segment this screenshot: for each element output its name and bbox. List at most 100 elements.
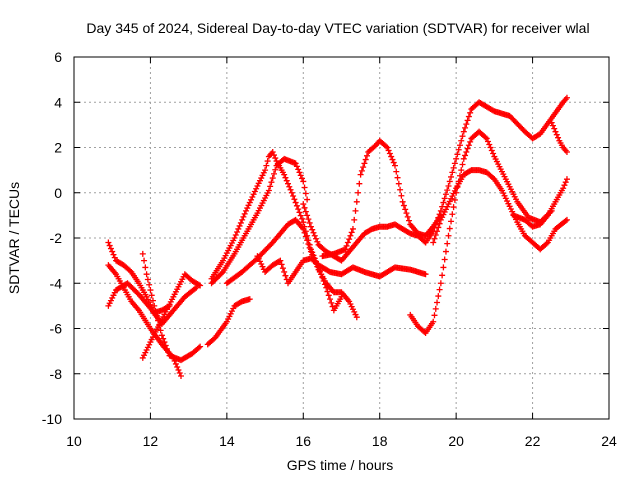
- data-point-marker: [432, 305, 439, 312]
- data-point-marker: [282, 174, 289, 181]
- data-point-marker: [251, 188, 258, 195]
- data-point-marker: [441, 256, 448, 263]
- data-point-marker: [483, 135, 490, 142]
- data-point-marker: [451, 196, 458, 203]
- data-point-marker: [445, 232, 452, 239]
- data-point-marker: [237, 219, 244, 226]
- data-point-marker: [246, 199, 253, 206]
- data-point-marker: [450, 164, 457, 171]
- data-point-marker: [343, 242, 350, 249]
- data-point-marker: [239, 216, 246, 223]
- data-point-marker: [358, 167, 365, 174]
- data-point-marker: [105, 239, 112, 246]
- data-point-marker: [394, 174, 401, 181]
- data-point-marker: [360, 164, 367, 171]
- data-point-marker: [386, 150, 393, 157]
- series-satellite-track-p: [548, 119, 570, 156]
- data-point-marker: [460, 128, 467, 135]
- data-point-marker: [431, 312, 438, 319]
- data-point-marker: [361, 160, 368, 167]
- data-point-marker: [197, 343, 204, 350]
- data-point-marker: [174, 363, 181, 370]
- data-point-marker: [349, 225, 356, 232]
- data-point-marker: [460, 155, 467, 162]
- data-point-marker: [268, 179, 275, 186]
- data-point-marker: [285, 180, 291, 187]
- data-point-marker: [436, 220, 443, 227]
- data-point-marker: [422, 271, 429, 278]
- data-point-marker: [127, 267, 134, 274]
- data-point-marker: [441, 195, 448, 202]
- data-point-marker: [297, 212, 304, 219]
- data-point-marker: [160, 335, 167, 342]
- data-point-marker: [552, 128, 559, 135]
- data-point-marker: [300, 178, 307, 185]
- data-point-marker: [458, 137, 465, 144]
- data-point-marker: [440, 199, 447, 206]
- data-point-marker: [432, 231, 439, 238]
- data-point-marker: [292, 199, 299, 206]
- data-point-marker: [295, 206, 302, 213]
- y-tick-label: 6: [54, 49, 62, 65]
- data-point-marker: [442, 191, 449, 198]
- data-point-marker: [434, 299, 441, 306]
- data-point-marker: [385, 147, 392, 154]
- data-point-marker: [543, 240, 550, 247]
- data-point-marker: [445, 182, 452, 189]
- data-point-marker: [302, 233, 309, 240]
- series-satellite-track-e: [139, 271, 204, 361]
- data-point-marker: [344, 239, 351, 246]
- data-point-marker: [434, 228, 441, 235]
- data-point-marker: [146, 281, 153, 288]
- data-point-marker: [165, 349, 172, 356]
- data-point-marker: [464, 117, 471, 124]
- x-tick-label: 22: [525, 433, 541, 449]
- data-point-marker: [400, 202, 407, 209]
- data-point-marker: [290, 193, 297, 200]
- data-point-marker: [240, 213, 247, 220]
- data-point-marker: [399, 198, 406, 205]
- data-point-marker: [451, 160, 458, 167]
- data-point-marker: [563, 216, 570, 223]
- data-point-marker: [175, 366, 182, 373]
- data-point-marker: [178, 373, 184, 380]
- y-tick-label: 2: [54, 140, 62, 156]
- y-tick-label: -4: [50, 275, 63, 291]
- x-tick-label: 18: [372, 433, 388, 449]
- data-point-marker: [287, 186, 294, 193]
- data-point-marker: [561, 182, 568, 189]
- data-point-marker: [448, 173, 455, 180]
- data-point-marker: [449, 169, 456, 176]
- data-point-marker: [467, 138, 474, 145]
- data-point-marker: [301, 229, 308, 236]
- data-point-marker: [388, 153, 395, 160]
- data-point-marker: [406, 217, 413, 224]
- y-tick-label: 0: [54, 185, 62, 201]
- data-point-marker: [281, 171, 288, 178]
- data-point-marker: [110, 251, 117, 258]
- data-point-marker: [435, 224, 442, 231]
- data-point-marker: [278, 261, 285, 268]
- data-point-marker: [195, 281, 202, 288]
- data-point-marker: [351, 216, 358, 223]
- data-point-marker: [402, 206, 409, 213]
- data-point-marker: [297, 172, 304, 179]
- data-point-marker: [157, 327, 164, 334]
- data-point-marker: [276, 258, 283, 265]
- data-point-marker: [363, 152, 370, 159]
- data-marks: [105, 94, 570, 380]
- data-point-marker: [301, 184, 308, 191]
- data-point-marker: [162, 342, 169, 349]
- data-point-marker: [348, 229, 355, 236]
- series-satellite-track-o: [430, 167, 570, 253]
- data-point-marker: [467, 109, 474, 116]
- data-point-marker: [463, 149, 470, 156]
- data-point-marker: [147, 287, 154, 294]
- series-satellite-track-j: [254, 253, 429, 287]
- data-point-marker: [304, 196, 311, 203]
- x-tick-label: 14: [219, 433, 235, 449]
- data-point-marker: [231, 235, 238, 241]
- data-point-marker: [246, 296, 253, 303]
